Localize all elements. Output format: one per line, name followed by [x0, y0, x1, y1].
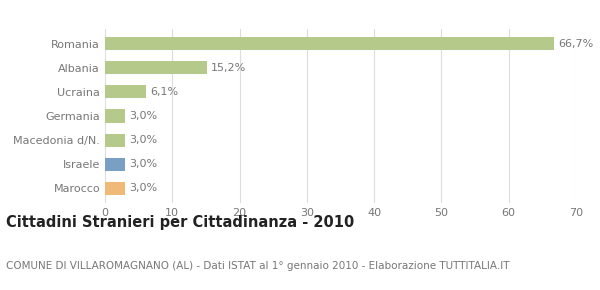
Bar	[105, 37, 554, 50]
Text: 3,0%: 3,0%	[129, 184, 157, 193]
Bar	[105, 85, 146, 99]
Bar	[105, 109, 125, 123]
Bar	[105, 133, 125, 147]
Text: 3,0%: 3,0%	[129, 159, 157, 169]
Text: 3,0%: 3,0%	[129, 111, 157, 121]
Bar	[105, 158, 125, 171]
Bar	[105, 61, 207, 74]
Text: Cittadini Stranieri per Cittadinanza - 2010: Cittadini Stranieri per Cittadinanza - 2…	[6, 215, 354, 230]
Text: 3,0%: 3,0%	[129, 135, 157, 145]
Text: 66,7%: 66,7%	[558, 39, 593, 48]
Text: 6,1%: 6,1%	[150, 87, 178, 97]
Bar	[105, 182, 125, 195]
Text: COMUNE DI VILLAROMAGNANO (AL) - Dati ISTAT al 1° gennaio 2010 - Elaborazione TUT: COMUNE DI VILLAROMAGNANO (AL) - Dati IST…	[6, 261, 509, 271]
Text: 15,2%: 15,2%	[211, 63, 247, 73]
